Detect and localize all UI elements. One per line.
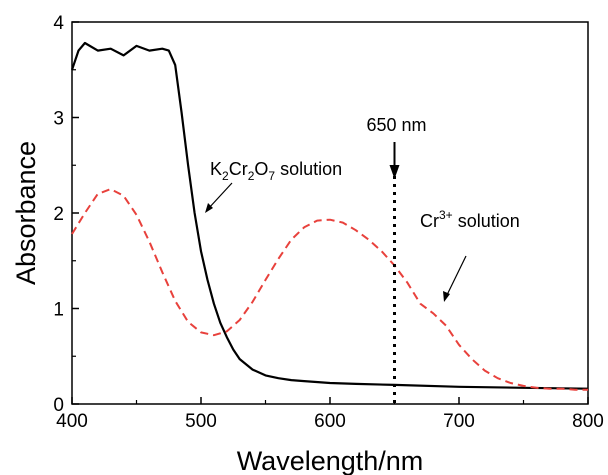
y-axis-ticks: 0 1 2 3 4	[53, 13, 79, 416]
y-axis-title: Absorbance	[11, 141, 41, 285]
y-tick-label: 4	[53, 13, 64, 34]
cr3-label: Cr3+ solution	[420, 208, 520, 231]
wavelength-marker-arrowhead	[389, 165, 400, 179]
k2cr2o7-label: K2Cr2O7 solution	[210, 159, 342, 183]
x-axis-ticks: 400 500 600 700 800	[56, 397, 604, 432]
x-tick-label: 800	[572, 411, 604, 432]
y-tick-label: 3	[53, 109, 64, 130]
x-tick-label: 600	[314, 411, 346, 432]
cr3-series-line	[71, 188, 588, 391]
x-tick-label: 700	[443, 411, 475, 432]
x-tick-label: 500	[185, 411, 217, 432]
k2cr2o7-series-line	[70, 41, 589, 390]
y-tick-label: 0	[53, 395, 64, 416]
y-tick-label: 1	[53, 300, 64, 321]
y-tick-label: 2	[53, 204, 64, 225]
wavelength-marker-label: 650 nm	[366, 115, 426, 135]
x-axis-title: Wavelength/nm	[237, 446, 424, 475]
k2cr2o7-pointer-arrowhead	[205, 203, 213, 213]
cr3-pointer-arrowhead	[443, 291, 450, 302]
cr3-pointer-line	[445, 255, 467, 298]
series-layer	[70, 41, 589, 391]
k2cr2o7-pointer-line	[207, 182, 233, 210]
x-tick-label: 400	[56, 411, 88, 432]
